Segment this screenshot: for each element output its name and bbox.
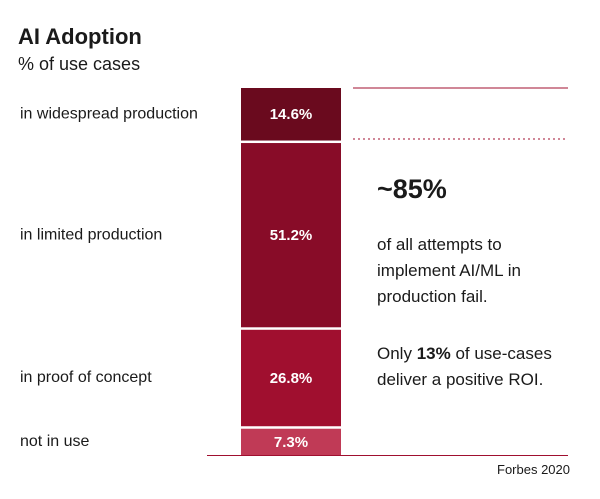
value-label: 14.6%	[270, 106, 313, 123]
annotation-note: of all attempts to implement AI/ML in pr…	[377, 235, 521, 306]
category-label: not in use	[20, 433, 89, 450]
bar-segment	[241, 329, 341, 427]
category-label: in limited production	[20, 226, 162, 243]
source: Forbes 2020	[497, 462, 570, 477]
chart-subtitle: % of use cases	[18, 54, 141, 74]
value-label: 51.2%	[270, 227, 313, 244]
note-text: of use-cases deliver a positive ROI.	[377, 344, 552, 389]
bar-segment	[241, 143, 341, 328]
value-label: 26.8%	[270, 370, 313, 387]
category-label: in widespread production	[20, 105, 198, 122]
bar-segment	[241, 428, 341, 455]
note-highlight: 13%	[416, 344, 451, 363]
annotation-note: Only 13% of use-cases deliver a positive…	[377, 341, 577, 393]
note-text: Only	[377, 344, 417, 363]
bar-segment	[241, 88, 341, 141]
annotation-headline: ~85%	[377, 174, 447, 204]
chart-title: AI Adoption	[18, 24, 142, 49]
category-label: in proof of concept	[20, 369, 152, 386]
value-label: 7.3%	[274, 434, 308, 451]
